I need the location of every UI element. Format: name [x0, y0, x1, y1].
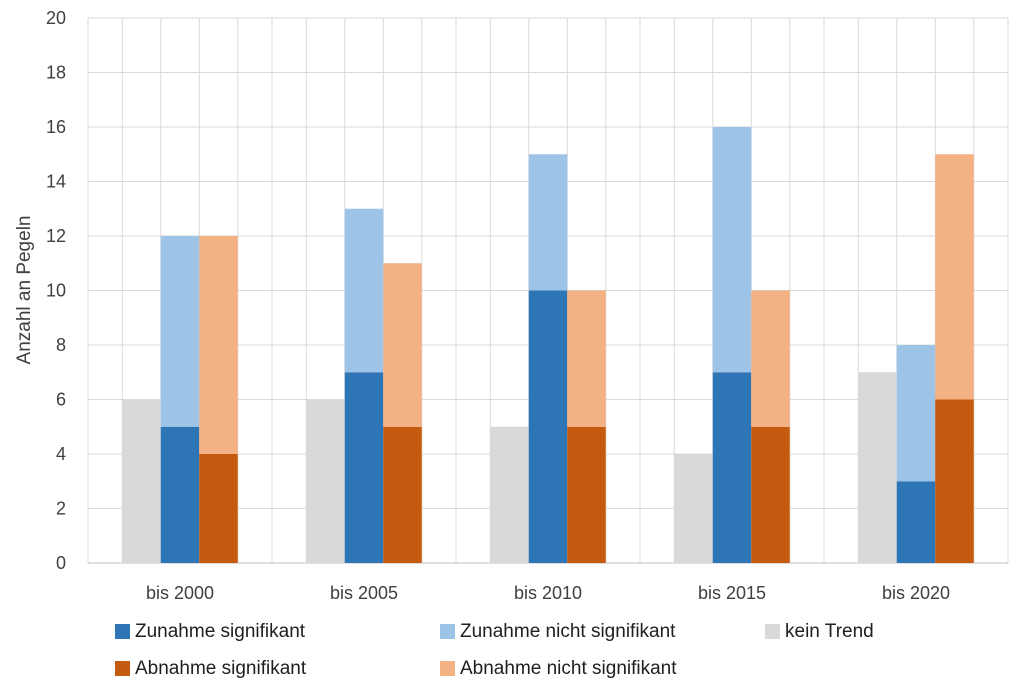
- bar-abnahme-signifikant-bis-2000: [199, 454, 238, 563]
- bar-kein-trend-bis-2020: [858, 372, 897, 563]
- legend-label: Zunahme nicht signifikant: [460, 621, 676, 642]
- bar-abnahme-signifikant-bis-2005: [383, 426, 422, 563]
- legend-swatch: [765, 624, 780, 639]
- legend-swatch: [115, 661, 130, 676]
- bar-zunahme-nicht-signifikant-bis-2005: [344, 208, 384, 373]
- bar-zunahme-nicht-signifikant-bis-2020: [896, 345, 936, 482]
- legend-label: Abnahme nicht signifikant: [460, 658, 677, 679]
- bar-zunahme-signifikant-bis-2020: [896, 481, 936, 563]
- legend-item-zunahme-nicht-signifikant: Zunahme nicht signifikant: [440, 621, 676, 642]
- y-tick-label: 6: [56, 390, 66, 410]
- y-tick-label: 12: [46, 226, 66, 246]
- bar-kein-trend-bis-2015: [674, 454, 713, 563]
- bar-abnahme-signifikant-bis-2020: [935, 399, 974, 563]
- y-axis-title: Anzahl an Pegeln: [14, 216, 35, 365]
- bar-abnahme-signifikant-bis-2010: [567, 426, 606, 563]
- y-tick-label: 18: [46, 63, 66, 83]
- legend-item-abnahme-nicht-signifikant: Abnahme nicht signifikant: [440, 658, 677, 679]
- y-tick-label: 2: [56, 499, 66, 519]
- bar-abnahme-nicht-signifikant-bis-2020: [935, 154, 974, 400]
- legend-label: Abnahme signifikant: [135, 658, 307, 679]
- legend-swatch: [115, 624, 130, 639]
- x-tick-label: bis 2020: [882, 583, 950, 603]
- x-tick-label: bis 2015: [698, 583, 766, 603]
- bar-zunahme-nicht-signifikant-bis-2010: [528, 154, 568, 291]
- bar-abnahme-nicht-signifikant-bis-2000: [199, 236, 238, 454]
- legend-label: Zunahme signifikant: [135, 621, 306, 642]
- legend-label: kein Trend: [785, 621, 874, 642]
- legend-item-abnahme-signifikant: Abnahme signifikant: [115, 658, 307, 679]
- axes: 0 2 4 6 8 10 12 14 16 18 20 bis 2000 bis 2005 bis 201…: [46, 8, 950, 603]
- bar-abnahme-signifikant-bis-2015: [751, 426, 790, 563]
- bar-zunahme-signifikant-bis-2015: [712, 372, 752, 563]
- x-tick-label: bis 2010: [514, 583, 582, 603]
- x-tick-label: bis 2000: [146, 583, 214, 603]
- legend-item-kein-trend: kein Trend: [765, 621, 874, 642]
- y-tick-label: 16: [46, 117, 66, 137]
- y-tick-label: 8: [56, 335, 66, 355]
- bar-zunahme-signifikant-bis-2005: [344, 372, 384, 563]
- y-tick-label: 4: [56, 444, 66, 464]
- bar-kein-trend-bis-2010: [490, 426, 529, 563]
- y-tick-label: 14: [46, 172, 66, 192]
- bar-kein-trend-bis-2005: [306, 399, 345, 563]
- y-tick-label: 20: [46, 8, 66, 28]
- bars: [122, 127, 974, 563]
- bar-zunahme-nicht-signifikant-bis-2000: [160, 236, 200, 427]
- bar-abnahme-nicht-signifikant-bis-2005: [383, 263, 422, 427]
- x-tick-label: bis 2005: [330, 583, 398, 603]
- y-tick-label: 10: [46, 281, 66, 301]
- legend-swatch: [440, 624, 455, 639]
- legend-item-zunahme-signifikant: Zunahme signifikant: [115, 621, 306, 642]
- bar-zunahme-nicht-signifikant-bis-2015: [712, 127, 752, 373]
- bar-abnahme-nicht-signifikant-bis-2010: [567, 290, 606, 427]
- legend-swatch: [440, 661, 455, 676]
- bar-zunahme-signifikant-bis-2010: [528, 290, 568, 563]
- y-tick-label: 0: [56, 553, 66, 573]
- legend: Zunahme signifikant Zunahme nicht signifi…: [115, 621, 874, 679]
- bar-kein-trend-bis-2000: [122, 399, 161, 563]
- bar-abnahme-nicht-signifikant-bis-2015: [751, 290, 790, 427]
- bar-zunahme-signifikant-bis-2000: [160, 426, 200, 563]
